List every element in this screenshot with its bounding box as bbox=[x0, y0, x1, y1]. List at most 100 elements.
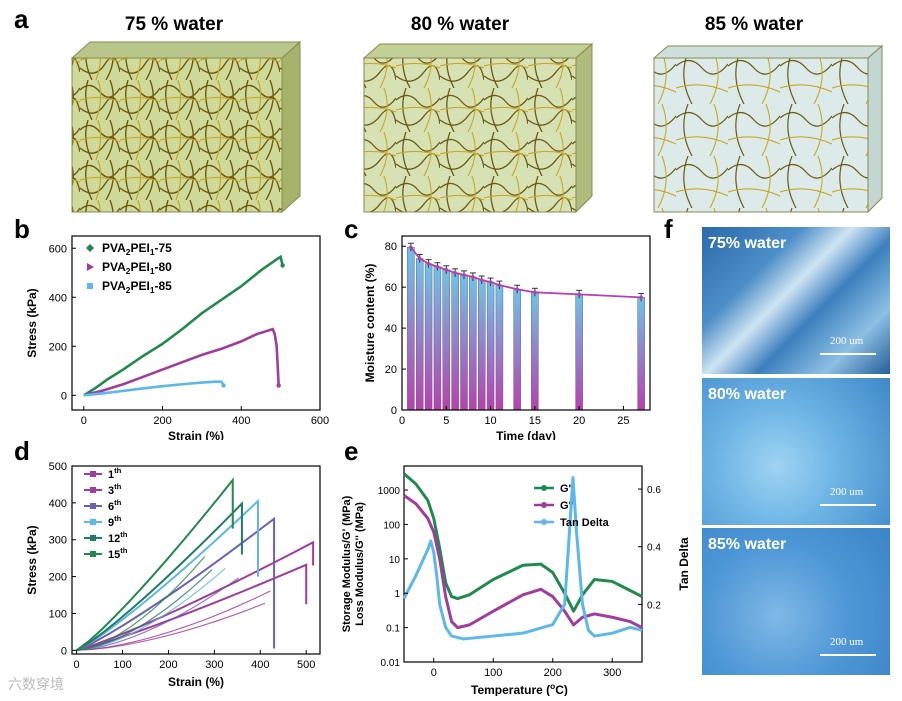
c-bar bbox=[531, 292, 539, 411]
c-point bbox=[471, 275, 475, 279]
c-point bbox=[453, 271, 457, 275]
e-ytick-left-label: 100 bbox=[383, 520, 400, 531]
d-series-line bbox=[76, 501, 243, 652]
micrograph-85: 85% water 200 um bbox=[702, 528, 890, 675]
d-xtick-label: 500 bbox=[297, 659, 315, 671]
d-ytick-label: 300 bbox=[49, 535, 67, 547]
c-point bbox=[577, 292, 581, 297]
c-bar bbox=[486, 281, 495, 411]
cube-75 bbox=[70, 40, 302, 214]
e-legend-marker bbox=[541, 485, 547, 491]
d-ylabel: Stress (kPa) bbox=[25, 525, 39, 594]
d-series-unload bbox=[76, 577, 239, 651]
c-point bbox=[497, 283, 502, 287]
c-bar bbox=[433, 266, 442, 411]
c-bar bbox=[415, 258, 424, 411]
b-ytick-label: 200 bbox=[49, 341, 67, 353]
c-point bbox=[479, 278, 484, 282]
panel-label-a: a bbox=[14, 4, 29, 34]
d-legend-marker bbox=[90, 471, 96, 477]
d-legend-marker bbox=[90, 487, 96, 493]
e-legend-marker bbox=[541, 502, 547, 508]
b-ytick-label: 400 bbox=[49, 292, 67, 304]
micrograph-85-scale-label: 200 um bbox=[830, 636, 864, 648]
d-ytick-label: 100 bbox=[49, 608, 67, 620]
c-xlabel: Time (day) bbox=[496, 429, 556, 440]
d-legend-marker bbox=[90, 551, 96, 557]
b-ytick-label: 0 bbox=[61, 390, 67, 402]
micrograph-75-scale-label: 200 um bbox=[830, 335, 864, 347]
b-legend-marker bbox=[87, 283, 93, 289]
e-ytick-left-label: 0.1 bbox=[386, 624, 400, 635]
cube-85 bbox=[652, 44, 884, 214]
c-xtick-label: 15 bbox=[529, 415, 541, 427]
d-legend-label: 9th bbox=[108, 514, 122, 529]
e-legend-label: G' bbox=[560, 483, 572, 495]
b-legend-marker bbox=[87, 263, 94, 271]
b-series-end-marker bbox=[221, 383, 226, 388]
panel-label-f: f bbox=[664, 214, 673, 244]
micrograph-75-scale-bar bbox=[820, 353, 876, 355]
cube-title-75: 75 % water bbox=[124, 14, 224, 35]
e-xtick-label: 200 bbox=[544, 667, 562, 679]
b-legend-marker bbox=[86, 244, 94, 252]
panel-label-e: e bbox=[344, 436, 359, 466]
d-series-line bbox=[76, 498, 259, 652]
c-xtick-label: 25 bbox=[617, 415, 629, 427]
b-series-line bbox=[83, 380, 225, 397]
d-legend-label: 6th bbox=[108, 498, 122, 513]
d-xtick-label: 300 bbox=[205, 659, 223, 671]
c-point bbox=[409, 245, 413, 250]
c-bar bbox=[495, 284, 504, 411]
e-legend-marker bbox=[541, 519, 547, 525]
micrograph-75: 75% water 200 um bbox=[702, 227, 890, 374]
d-xtick-label: 100 bbox=[113, 659, 131, 671]
d-legend-label: 12th bbox=[108, 530, 128, 545]
cube-80 bbox=[362, 42, 594, 214]
c-axes-frame bbox=[401, 235, 651, 411]
d-legend-label: 15th bbox=[108, 546, 128, 561]
b-series-line bbox=[83, 254, 284, 397]
b-series-end-marker bbox=[276, 383, 281, 388]
e-series-line bbox=[402, 476, 643, 641]
c-bar bbox=[407, 247, 415, 411]
e-ytick-left-label: 0.01 bbox=[381, 658, 401, 669]
c-xtick-label: 20 bbox=[573, 415, 585, 427]
c-bar bbox=[637, 297, 645, 411]
e-xlabel: Temperature (oC) bbox=[471, 681, 568, 696]
c-xtick-label: 0 bbox=[399, 415, 405, 427]
chart-b: 0 200 400 600 0 200 400 600 Strain (%) Stress (kP… bbox=[25, 235, 329, 440]
d-series-line bbox=[75, 477, 234, 652]
e-ytick-left-label: 10 bbox=[389, 555, 401, 566]
c-bar bbox=[477, 279, 486, 411]
micrograph-80-caption: 80% water bbox=[708, 386, 787, 403]
d-legend-label: 3th bbox=[108, 482, 122, 497]
d-series-line bbox=[76, 516, 276, 652]
e-axes-frame bbox=[403, 465, 643, 663]
d-series-line bbox=[76, 540, 315, 652]
c-bar bbox=[451, 272, 459, 411]
b-series-line bbox=[83, 327, 280, 397]
d-series-unload bbox=[76, 590, 271, 651]
e-series-line bbox=[403, 494, 643, 630]
c-point bbox=[488, 280, 493, 284]
b-axes-frame bbox=[71, 235, 321, 411]
e-ytick-right-label: 0.4 bbox=[647, 543, 661, 554]
micrograph-80: 80% water 200 um bbox=[702, 378, 890, 525]
d-legend-marker bbox=[90, 519, 96, 525]
c-point bbox=[639, 295, 643, 300]
cube-title-85: 85 % water bbox=[704, 14, 804, 35]
b-xtick-label: 200 bbox=[153, 415, 171, 427]
c-bar bbox=[442, 269, 451, 411]
c-xtick-label: 5 bbox=[443, 415, 449, 427]
micrograph-80-scale-bar bbox=[820, 504, 876, 506]
b-legend-label: PVA2PEI1-85 bbox=[102, 279, 172, 295]
micrograph-80-scale-label: 200 um bbox=[830, 486, 864, 498]
c-xtick-label: 10 bbox=[484, 415, 496, 427]
c-point bbox=[417, 256, 422, 261]
micrograph-75-caption: 75% water bbox=[708, 235, 787, 252]
b-series-end-marker bbox=[280, 263, 285, 268]
c-ytick-label: 40 bbox=[385, 323, 397, 335]
